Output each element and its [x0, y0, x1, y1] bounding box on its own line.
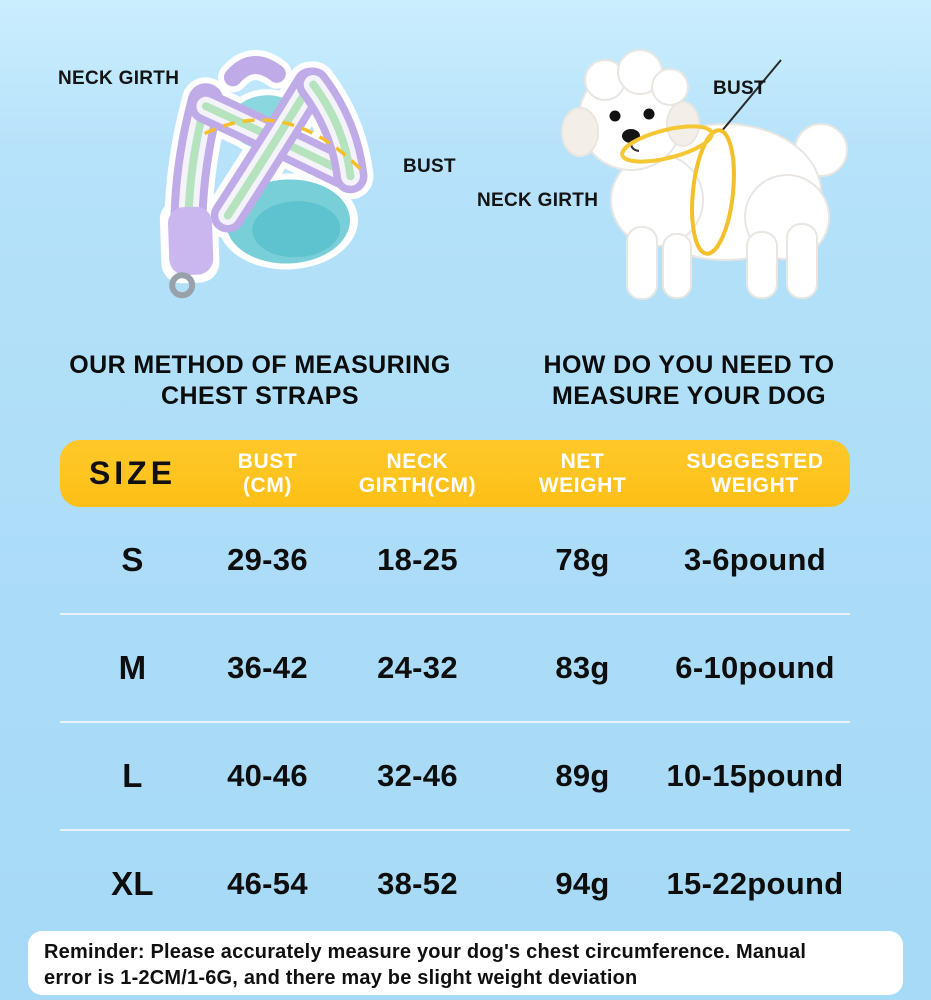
neck-girth-cell: 24-32: [377, 650, 458, 685]
col-header-suggested-weight: SUGGESTED WEIGHT: [686, 450, 824, 497]
dog-illustration: [535, 32, 855, 312]
bust-leader-line: [720, 59, 782, 133]
suggested-weight-cell: 3-6pound: [684, 542, 826, 577]
suggested-weight-cell: 10-15pound: [666, 758, 844, 793]
col-header-bust: BUST (CM): [237, 450, 298, 497]
left-caption-line2: CHEST STRAPS: [161, 382, 359, 410]
dog-eye: [643, 108, 655, 120]
bust-measure-ellipse: [690, 128, 736, 256]
bust-cell: 40-46: [227, 758, 308, 793]
dog-bust-label: BUST: [713, 78, 766, 99]
size-table-header: SIZE BUST (CM) NECK GIRTH(CM) NET WEIGHT…: [60, 440, 850, 507]
size-cell: M: [118, 649, 147, 686]
dog-drawing: [561, 49, 848, 300]
right-caption-line2: MEASURE YOUR DOG: [551, 382, 827, 410]
reminder-line2: error is 1-2CM/1-6G, and there may be sl…: [44, 967, 638, 990]
right-caption-line1: HOW DO YOU NEED TO: [543, 351, 835, 379]
bust-cell: 36-42: [227, 650, 308, 685]
left-caption-line1: OUR METHOD OF MEASURING: [69, 351, 451, 379]
harness-neck-girth-label: NECK GIRTH: [58, 68, 180, 89]
table-row-m: M 36-42 24-32 83g 6-10pound: [60, 615, 850, 723]
harness-drawing: [159, 50, 374, 299]
neck-girth-cell: 32-46: [377, 758, 458, 793]
neck-girth-cell: 38-52: [377, 866, 458, 901]
dog-neck-girth-label: NECK GIRTH: [477, 190, 599, 211]
size-cell: XL: [111, 865, 154, 902]
col-header-neck-girth: NECK GIRTH(CM): [358, 450, 477, 497]
reminder-box: Reminder: Please accurately measure your…: [28, 931, 903, 995]
measuring-line: [202, 118, 362, 171]
bust-cell: 46-54: [227, 866, 308, 901]
net-weight-cell: 83g: [555, 650, 610, 685]
neck-girth-cell: 18-25: [377, 542, 458, 577]
size-table-body: S 29-36 18-25 78g 3-6pound M 36-42 24-32…: [60, 507, 850, 937]
suggested-weight-cell: 15-22pound: [666, 866, 844, 901]
right-figure-caption: HOW DO YOU NEED TO MEASURE YOUR DOG: [508, 350, 870, 412]
d-ring-icon: [169, 272, 196, 299]
table-row-s: S 29-36 18-25 78g 3-6pound: [60, 507, 850, 615]
size-cell: S: [121, 541, 144, 578]
reminder-line1: Reminder: Please accurately measure your…: [44, 941, 807, 963]
table-row-xl: XL 46-54 38-52 94g 15-22pound: [60, 831, 850, 937]
bust-cell: 29-36: [227, 542, 308, 577]
col-header-net-weight: NET WEIGHT: [538, 450, 627, 497]
neck-measure-ellipse: [620, 124, 714, 164]
harness-bust-label: BUST: [403, 156, 456, 177]
net-weight-cell: 78g: [555, 542, 610, 577]
net-weight-cell: 89g: [555, 758, 610, 793]
table-row-l: L 40-46 32-46 89g 10-15pound: [60, 723, 850, 831]
left-figure-caption: OUR METHOD OF MEASURING CHEST STRAPS: [40, 350, 480, 412]
size-cell: L: [122, 757, 143, 794]
suggested-weight-cell: 6-10pound: [675, 650, 835, 685]
net-weight-cell: 94g: [555, 866, 610, 901]
harness-illustration: [103, 17, 413, 312]
col-header-size: SIZE: [88, 454, 177, 491]
dog-eye: [609, 110, 621, 122]
